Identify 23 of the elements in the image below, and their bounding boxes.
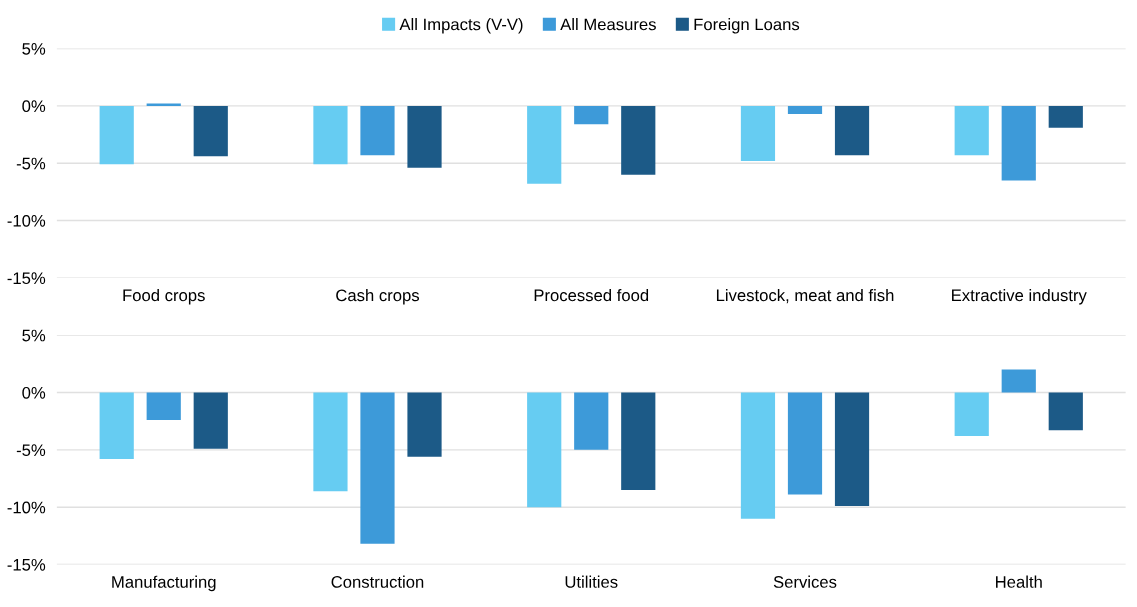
x-tick-label: Manufacturing xyxy=(112,575,216,592)
x-tick-label: Construction xyxy=(331,575,424,588)
y-tick-label: 0% xyxy=(22,386,46,399)
x-tick-label: Services xyxy=(773,575,837,588)
x-tick-label: Health xyxy=(996,575,1042,588)
y-tick-label: 5% xyxy=(22,43,46,55)
y-tick-label: 0% xyxy=(22,100,46,113)
x-tick-label: Food crops xyxy=(123,288,205,305)
y-tick-label: 5% xyxy=(22,329,46,342)
y-tick-label: -15% xyxy=(7,558,46,571)
x-tick-label: Cash crops xyxy=(336,288,420,305)
x-tick-label: Processed food xyxy=(534,288,649,302)
y-tick-label: -5% xyxy=(16,157,46,170)
x-tick-label: Utilities xyxy=(565,575,618,588)
legend-label: All Impacts (V-V) xyxy=(399,18,523,34)
y-tick-label: -10% xyxy=(7,214,46,227)
legend-label: Foreign Loans xyxy=(694,18,800,34)
x-tick-label: Extractive industry xyxy=(952,288,1087,305)
y-tick-label: -10% xyxy=(7,501,46,514)
y-tick-label: -15% xyxy=(7,272,46,285)
x-tick-label: Livestock, meat and fish xyxy=(716,288,894,304)
y-tick-label: -5% xyxy=(16,444,46,457)
legend-label: All Measures xyxy=(560,18,656,31)
